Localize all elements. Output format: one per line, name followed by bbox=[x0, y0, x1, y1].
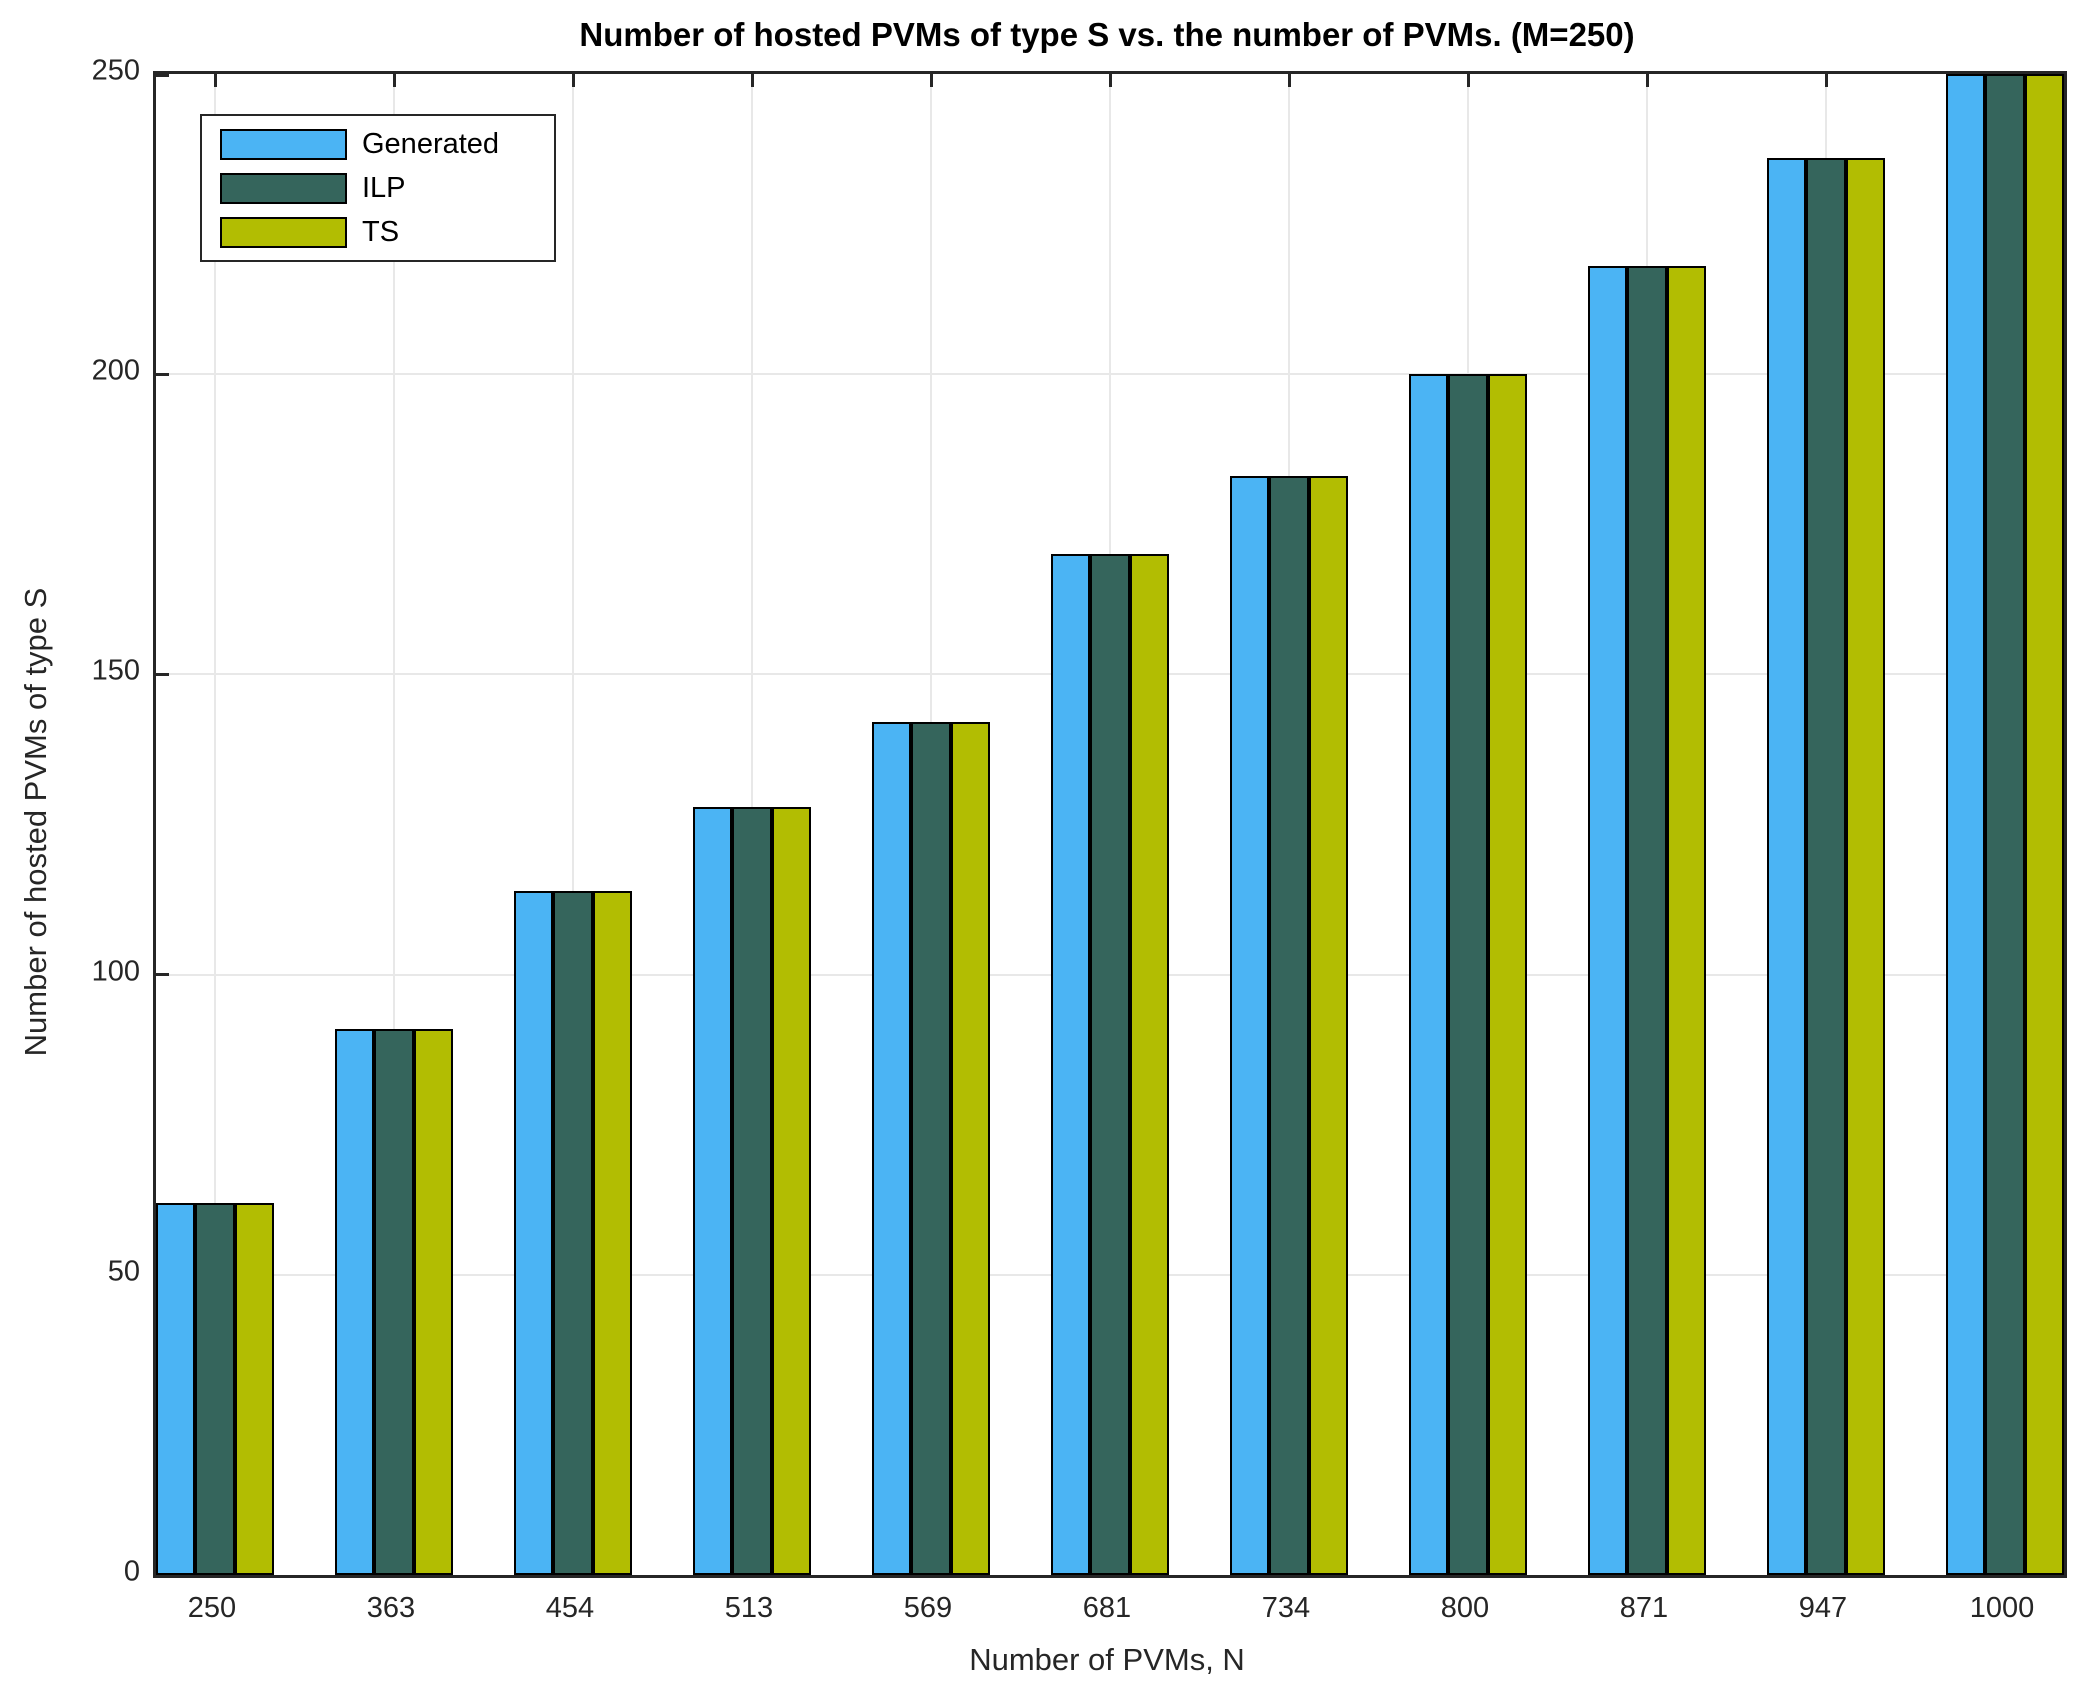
legend: Generated ILP TS bbox=[200, 114, 556, 262]
bar-generated-681 bbox=[1051, 554, 1091, 1575]
bar-ts-569 bbox=[950, 722, 990, 1575]
bar-ilp-569 bbox=[911, 722, 951, 1575]
bar-ts-681 bbox=[1129, 554, 1169, 1575]
x-tick-label: 454 bbox=[545, 1592, 595, 1624]
v-gridline bbox=[572, 74, 574, 1575]
bar-ilp-947 bbox=[1806, 158, 1846, 1575]
y-tick-mark bbox=[156, 672, 169, 676]
y-tick-mark bbox=[156, 74, 169, 77]
v-gridline bbox=[393, 74, 395, 1575]
legend-item-ilp: ILP bbox=[220, 166, 554, 210]
x-tick-label: 1000 bbox=[1969, 1592, 2035, 1624]
x-tick-mark bbox=[1466, 74, 1470, 87]
legend-swatch bbox=[220, 172, 347, 204]
bar-ilp-513 bbox=[732, 806, 772, 1575]
x-axis-label: Number of PVMs, N bbox=[969, 1642, 1245, 1677]
bar-generated-513 bbox=[693, 806, 733, 1575]
bar-ilp-734 bbox=[1269, 476, 1309, 1575]
bar-generated-800 bbox=[1409, 374, 1449, 1575]
bar-generated-363 bbox=[335, 1028, 375, 1575]
y-tick-label: 0 bbox=[123, 1555, 140, 1588]
bar-generated-734 bbox=[1230, 476, 1270, 1575]
bar-generated-250 bbox=[156, 1202, 196, 1575]
bar-generated-871 bbox=[1588, 266, 1628, 1575]
x-tick-mark bbox=[1824, 74, 1828, 87]
chart-title: Number of hosted PVMs of type S vs. the … bbox=[579, 16, 1635, 53]
x-tick-mark bbox=[1287, 74, 1291, 87]
x-tick-label: 800 bbox=[1440, 1592, 1490, 1624]
plot-area bbox=[153, 71, 2067, 1578]
y-tick-mark bbox=[156, 372, 169, 376]
legend-label: ILP bbox=[362, 171, 406, 204]
v-gridline bbox=[214, 74, 216, 1575]
bar-generated-569 bbox=[872, 722, 912, 1575]
legend-item-ts: TS bbox=[220, 210, 554, 254]
bar-ts-871 bbox=[1666, 266, 1706, 1575]
x-tick-mark bbox=[213, 74, 217, 87]
legend-label: TS bbox=[362, 215, 400, 248]
x-tick-mark bbox=[1108, 74, 1112, 87]
bar-ilp-250 bbox=[195, 1202, 235, 1575]
x-tick-label: 681 bbox=[1082, 1592, 1132, 1624]
x-tick-mark bbox=[929, 74, 933, 87]
x-tick-mark bbox=[750, 74, 754, 87]
x-tick-label: 250 bbox=[187, 1592, 237, 1624]
bar-ilp-1000 bbox=[1985, 74, 2025, 1575]
x-tick-label: 871 bbox=[1619, 1592, 1669, 1624]
bar-ts-250 bbox=[234, 1202, 274, 1575]
x-tick-label: 569 bbox=[903, 1592, 953, 1624]
bar-ilp-454 bbox=[553, 890, 593, 1575]
legend-swatch bbox=[220, 128, 347, 160]
y-tick-label: 100 bbox=[91, 955, 140, 988]
x-tick-label: 363 bbox=[366, 1592, 416, 1624]
x-tick-mark bbox=[571, 74, 575, 87]
bar-ilp-681 bbox=[1090, 554, 1130, 1575]
bar-ts-800 bbox=[1487, 374, 1527, 1575]
bar-ts-1000 bbox=[2024, 74, 2064, 1575]
legend-swatch bbox=[220, 216, 347, 248]
y-tick-label: 200 bbox=[91, 354, 140, 387]
x-tick-mark bbox=[392, 74, 396, 87]
bar-ts-363 bbox=[413, 1028, 453, 1575]
bar-generated-454 bbox=[514, 890, 554, 1575]
bar-ilp-800 bbox=[1448, 374, 1488, 1575]
y-tick-label: 150 bbox=[91, 654, 140, 687]
y-tick-mark bbox=[156, 973, 169, 977]
x-tick-mark bbox=[1645, 74, 1649, 87]
bar-ts-454 bbox=[592, 890, 632, 1575]
bar-ts-734 bbox=[1308, 476, 1348, 1575]
legend-label: Generated bbox=[362, 127, 500, 160]
legend-item-generated: Generated bbox=[220, 122, 554, 166]
bar-ilp-363 bbox=[374, 1028, 414, 1575]
x-tick-label: 947 bbox=[1798, 1592, 1848, 1624]
bar-ts-513 bbox=[771, 806, 811, 1575]
y-tick-label: 50 bbox=[107, 1255, 140, 1288]
x-tick-label: 734 bbox=[1261, 1592, 1311, 1624]
bar-generated-1000 bbox=[1946, 74, 1986, 1575]
bar-ilp-871 bbox=[1627, 266, 1667, 1575]
x-tick-label: 513 bbox=[724, 1592, 774, 1624]
y-tick-label: 250 bbox=[91, 54, 140, 87]
bar-generated-947 bbox=[1767, 158, 1807, 1575]
bar-ts-947 bbox=[1845, 158, 1885, 1575]
